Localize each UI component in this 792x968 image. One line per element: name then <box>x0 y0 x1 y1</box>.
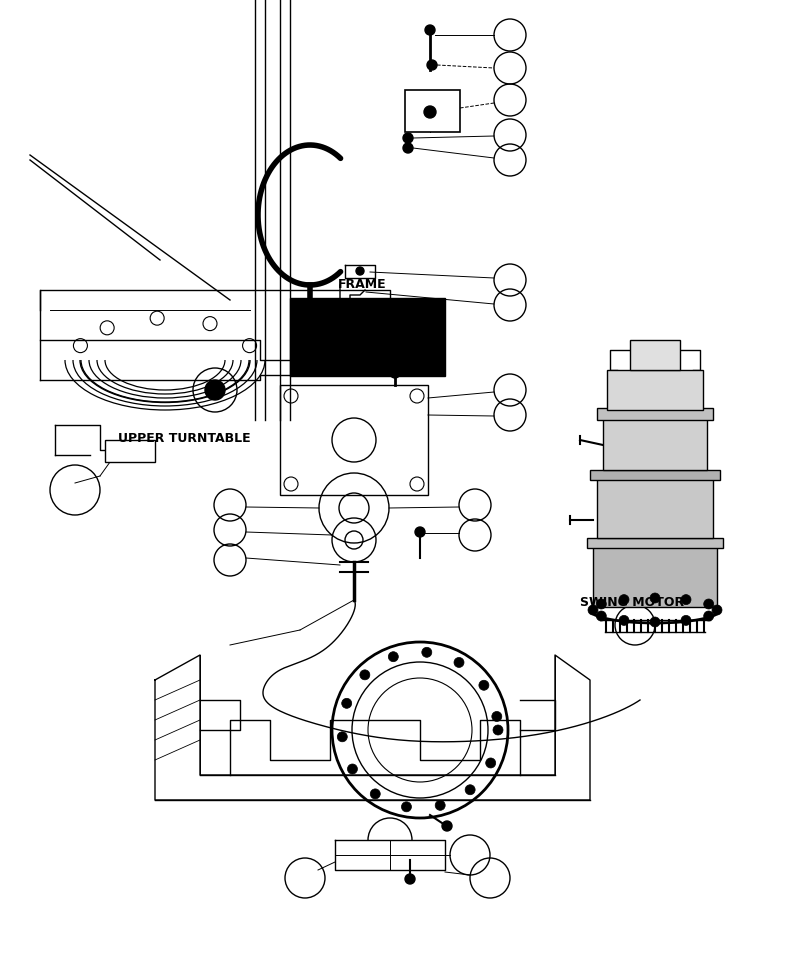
Circle shape <box>388 651 398 662</box>
Circle shape <box>704 611 714 621</box>
Circle shape <box>479 681 489 690</box>
Circle shape <box>650 617 660 627</box>
Circle shape <box>454 657 464 668</box>
Circle shape <box>425 25 435 35</box>
Circle shape <box>681 616 691 625</box>
Circle shape <box>422 648 432 657</box>
Circle shape <box>492 711 502 721</box>
Circle shape <box>403 133 413 143</box>
Circle shape <box>337 732 348 741</box>
Circle shape <box>405 874 415 884</box>
Bar <box>587 538 723 548</box>
Circle shape <box>493 725 503 735</box>
Circle shape <box>371 789 380 799</box>
Bar <box>607 370 703 410</box>
Bar <box>630 340 680 370</box>
Circle shape <box>485 758 496 768</box>
Circle shape <box>205 380 225 400</box>
Circle shape <box>424 106 436 118</box>
Circle shape <box>435 801 445 810</box>
Circle shape <box>650 593 660 603</box>
Circle shape <box>681 594 691 605</box>
Bar <box>405 90 460 132</box>
Circle shape <box>348 764 357 774</box>
Circle shape <box>403 143 413 153</box>
Circle shape <box>596 599 607 609</box>
Circle shape <box>402 802 412 812</box>
Circle shape <box>465 785 475 795</box>
Bar <box>597 478 713 538</box>
Circle shape <box>341 698 352 709</box>
Circle shape <box>427 60 437 70</box>
Bar <box>290 298 445 376</box>
Circle shape <box>712 605 722 615</box>
Text: UPPER TURNTABLE: UPPER TURNTABLE <box>118 432 250 445</box>
Bar <box>105 440 155 462</box>
Bar <box>597 408 713 420</box>
Circle shape <box>588 605 598 615</box>
Text: SWING MOTOR: SWING MOTOR <box>580 596 684 609</box>
Circle shape <box>415 527 425 537</box>
Circle shape <box>704 599 714 609</box>
Circle shape <box>619 616 629 625</box>
Circle shape <box>360 670 370 680</box>
Circle shape <box>619 594 629 605</box>
Circle shape <box>390 368 400 378</box>
Circle shape <box>596 611 607 621</box>
Text: FRAME: FRAME <box>338 278 386 291</box>
Bar <box>590 470 720 480</box>
Bar <box>280 385 428 495</box>
Circle shape <box>356 267 364 275</box>
Bar <box>603 418 707 470</box>
Circle shape <box>442 821 452 831</box>
Bar <box>593 545 717 607</box>
